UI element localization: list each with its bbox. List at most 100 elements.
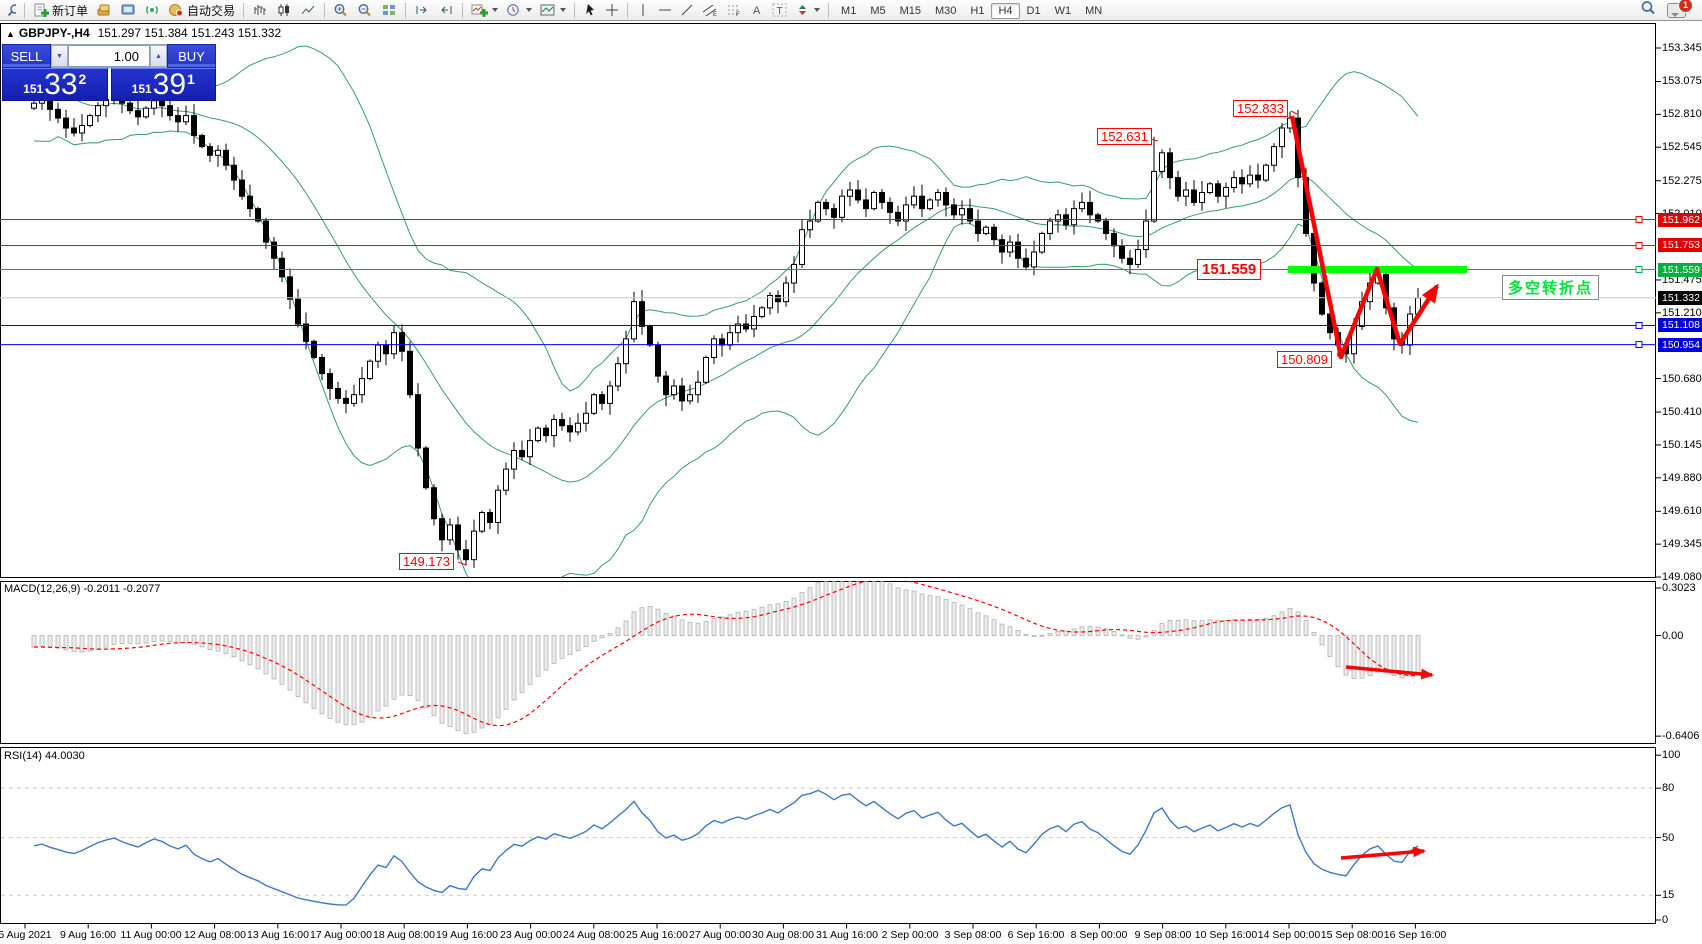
time-axis-label: 18 Aug 08:00 bbox=[373, 929, 435, 941]
volume-increase-button[interactable]: ▲ bbox=[150, 45, 167, 67]
autotrading-icon bbox=[169, 4, 184, 17]
time-axis-label: 2 Sep 00:00 bbox=[881, 929, 939, 941]
text-icon[interactable]: A bbox=[747, 2, 767, 18]
indicators-icon[interactable] bbox=[468, 2, 501, 18]
time-axis-label: 27 Aug 00:00 bbox=[689, 929, 751, 941]
fibonacci-icon[interactable]: F bbox=[723, 2, 745, 18]
rsi-axis-tick: 0 bbox=[1662, 914, 1669, 926]
buy-price-prefix: 151 bbox=[131, 82, 152, 96]
time-axis-label: 6 Sep 16:00 bbox=[1007, 929, 1065, 941]
time-axis-label: 24 Aug 08:00 bbox=[563, 929, 625, 941]
timeframe-button-h4[interactable]: H4 bbox=[991, 3, 1020, 19]
one-click-trading-panel: SELL ▼ 1.00 ▲ BUY 151 33 2 151 39 1 bbox=[2, 44, 216, 101]
price-axis-tick: 153.075 bbox=[1662, 75, 1702, 87]
symbol-ohlc: 151.297 151.384 151.243 151.332 bbox=[97, 26, 282, 40]
collapse-arrow-icon[interactable]: ▲ bbox=[6, 29, 15, 39]
search-icon[interactable] bbox=[1639, 0, 1657, 21]
time-axis-label: 16 Sep 16:00 bbox=[1383, 929, 1447, 941]
horizontal-line-icon[interactable] bbox=[655, 2, 675, 18]
price-axis-tick: 152.545 bbox=[1662, 141, 1702, 153]
timeframe-button-w1[interactable]: W1 bbox=[1054, 5, 1072, 17]
timeframe-button-mn[interactable]: MN bbox=[1085, 5, 1103, 17]
toolbar: 新订单 自动交易 bbox=[0, 0, 1702, 21]
timeframe-button-m15[interactable]: M15 bbox=[899, 5, 921, 17]
market-watch-icon[interactable] bbox=[93, 2, 115, 18]
notifications-icon[interactable]: 1 bbox=[1667, 0, 1693, 18]
toolbar-separator bbox=[828, 2, 830, 18]
tile-windows-icon[interactable] bbox=[378, 2, 400, 18]
macd-axis-tick: 0.00 bbox=[1662, 630, 1684, 642]
rsi-indicator-label: RSI(14) 44.0030 bbox=[4, 750, 85, 762]
sell-button[interactable]: SELL bbox=[2, 44, 51, 68]
signals-icon[interactable] bbox=[141, 2, 163, 18]
annotation-bottom-price[interactable]: 149.173 bbox=[399, 553, 454, 570]
crosshair-icon[interactable] bbox=[602, 2, 622, 18]
symbol-info: ▲ GBPJPY-,H4 151.297 151.384 151.243 151.3… bbox=[6, 26, 281, 40]
time-axis-label: 31 Aug 16:00 bbox=[816, 929, 878, 941]
dropdown-caret bbox=[814, 8, 821, 12]
autotrading-button[interactable]: 自动交易 bbox=[165, 1, 238, 20]
chart-shift-icon[interactable] bbox=[435, 2, 457, 18]
toolbar-separator bbox=[462, 2, 464, 18]
annotation-pivot-price[interactable]: 151.559 bbox=[1197, 259, 1262, 280]
new-order-button[interactable]: 新订单 bbox=[30, 1, 91, 20]
bar-chart-icon[interactable] bbox=[249, 2, 271, 18]
autotrading-label: 自动交易 bbox=[187, 3, 236, 18]
volume-field[interactable]: 1.00 bbox=[68, 45, 150, 67]
macd-axis-tick: -0.6406 bbox=[1662, 730, 1700, 742]
symbol-name: GBPJPY-,H4 bbox=[18, 26, 90, 40]
buy-button[interactable]: BUY bbox=[167, 44, 216, 68]
auto-scroll-icon[interactable] bbox=[411, 2, 433, 18]
svg-text:T: T bbox=[777, 6, 783, 17]
annotation-pivot-note-cn[interactable]: 多空转折点 bbox=[1502, 275, 1600, 300]
charts-icon[interactable] bbox=[2, 2, 19, 18]
zoom-in-icon[interactable] bbox=[330, 2, 352, 18]
price-level-badge: 150.954 bbox=[1658, 338, 1702, 352]
toolbar-separator bbox=[574, 2, 576, 18]
vertical-line-icon[interactable] bbox=[633, 2, 653, 18]
zoom-out-icon[interactable] bbox=[354, 2, 376, 18]
buy-price-display[interactable]: 151 39 1 bbox=[110, 68, 216, 101]
toolbar-separator bbox=[405, 2, 407, 18]
timeframe-button-m30[interactable]: M30 bbox=[935, 5, 957, 17]
equidistant-channel-icon[interactable]: E bbox=[699, 2, 721, 18]
dropdown-caret bbox=[492, 8, 499, 12]
time-axis-label: 9 Aug 16:00 bbox=[59, 929, 117, 941]
price-axis-tick: 149.610 bbox=[1662, 505, 1702, 517]
time-axis-label: 25 Aug 16:00 bbox=[626, 929, 688, 941]
time-axis-label: 15 Sep 08:00 bbox=[1320, 929, 1384, 941]
price-axis-tick: 150.145 bbox=[1662, 439, 1702, 451]
cursor-icon[interactable] bbox=[580, 2, 600, 18]
sell-price-display[interactable]: 151 33 2 bbox=[2, 68, 108, 101]
time-axis-label: 14 Sep 00:00 bbox=[1257, 929, 1321, 941]
dropdown-caret bbox=[560, 8, 567, 12]
annotation-swing-low-price[interactable]: 150.809 bbox=[1277, 351, 1332, 368]
trendline-icon[interactable] bbox=[677, 2, 697, 18]
timeframe-button-m5[interactable]: M5 bbox=[870, 5, 886, 17]
arrows-tool-icon[interactable] bbox=[793, 2, 823, 18]
buy-price-pip: 1 bbox=[187, 71, 195, 87]
svg-text:E: E bbox=[713, 12, 717, 17]
volume-decrease-button[interactable]: ▼ bbox=[51, 45, 68, 67]
text-label-icon[interactable]: T bbox=[769, 2, 791, 18]
toolbar-separator bbox=[324, 2, 326, 18]
price-axis-tick: 149.880 bbox=[1662, 472, 1702, 484]
timeframe-button-d1[interactable]: D1 bbox=[1026, 5, 1041, 17]
time-axis-label: 19 Aug 16:00 bbox=[436, 929, 498, 941]
templates-icon[interactable] bbox=[537, 2, 569, 18]
time-axis-label: 11 Aug 00:00 bbox=[120, 929, 182, 941]
data-window-icon[interactable] bbox=[117, 2, 139, 18]
annotation-peak-price[interactable]: 152.833 bbox=[1233, 100, 1288, 117]
price-axis-tick: 151.475 bbox=[1662, 274, 1702, 286]
macd-signal-value: -0.2077 bbox=[123, 583, 161, 595]
annotation-swing-high-price[interactable]: 152.631 bbox=[1097, 128, 1152, 145]
notification-badge: 1 bbox=[1678, 0, 1693, 13]
line-chart-icon[interactable] bbox=[297, 2, 319, 18]
time-axis-label: 12 Aug 08:00 bbox=[184, 929, 246, 941]
timeframe-button-m1[interactable]: M1 bbox=[841, 5, 857, 17]
periods-icon[interactable] bbox=[503, 2, 535, 18]
candlestick-chart-icon[interactable] bbox=[273, 2, 295, 18]
timeframe-button-h1[interactable]: H1 bbox=[970, 5, 985, 17]
time-axis-label: 8 Sep 00:00 bbox=[1070, 929, 1128, 941]
